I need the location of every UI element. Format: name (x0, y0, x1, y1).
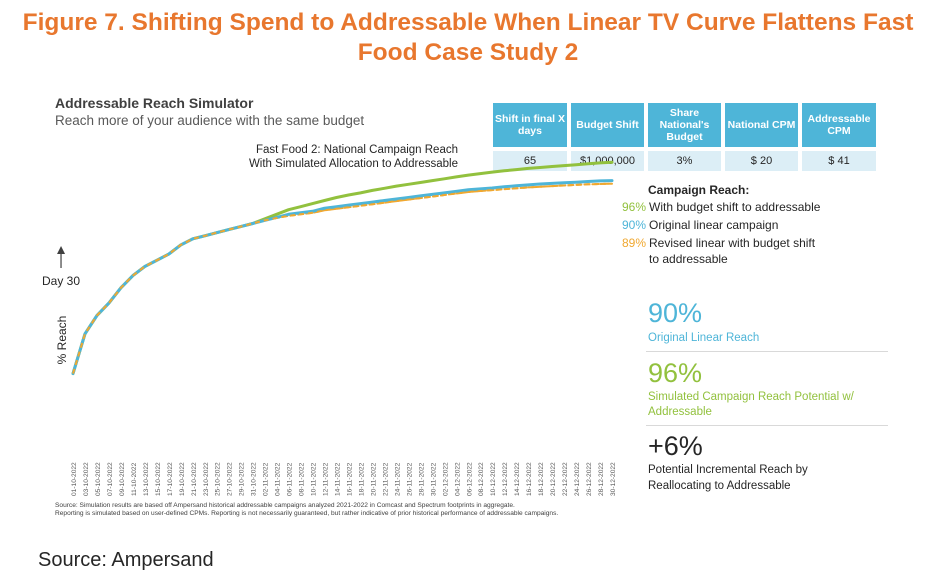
x-tick-label: 04-12-2022 (454, 462, 461, 496)
x-tick-label: 28-12-2022 (598, 462, 605, 496)
annotation-arrow-head (57, 246, 66, 254)
legend-title: Campaign Reach: (648, 183, 750, 197)
legend-pct: 96% (621, 200, 646, 214)
x-tick-label: 27-10-2022 (227, 462, 234, 496)
x-tick-label: 06-12-2022 (466, 462, 473, 496)
param-addressable-cpm: Addressable CPM $ 41 (802, 103, 876, 171)
simulator-subtitle: Reach more of your audience with the sam… (55, 113, 365, 128)
x-tick-label: 22-12-2022 (562, 462, 569, 496)
y-axis-label: % Reach (55, 316, 69, 365)
param-budget-shift: Budget Shift $1,000,000 (571, 103, 644, 171)
x-tick-label: 28-11-2022 (418, 462, 425, 496)
x-tick-label: 14-11-2022 (335, 462, 342, 496)
x-tick-label: 24-11-2022 (394, 462, 401, 496)
x-tick-label: 25-10-2022 (215, 462, 222, 496)
x-tick-label: 29-10-2022 (239, 462, 246, 496)
x-tick-label: 24-12-2022 (574, 462, 581, 496)
x-tick-label: 30-11-2022 (430, 462, 437, 496)
x-tick-label: 20-11-2022 (370, 462, 377, 496)
param-header: Budget Shift (571, 103, 644, 147)
footnote-line2: Reporting is simulated based on user-def… (55, 510, 559, 517)
x-tick-label: 07-10-2022 (107, 462, 114, 496)
x-tick-label: 02-11-2022 (263, 462, 270, 496)
stat-original-value: 90% (648, 298, 703, 328)
x-tick-label: 08-12-2022 (478, 462, 485, 496)
stat-divider (646, 425, 888, 426)
series-line-revised-overlay (72, 182, 613, 374)
x-tick-label: 22-11-2022 (382, 462, 389, 496)
stat-incremental-label-2: Reallocating to Addressable (648, 480, 791, 492)
param-shift-days: Shift in final X days 65 (493, 103, 567, 171)
x-tick-label: 10-11-2022 (311, 462, 318, 496)
param-share-budget: Share National's Budget 3% (648, 103, 721, 171)
source-note: Source: Ampersand (38, 549, 214, 571)
series-line-0 (71, 179, 614, 376)
campaign-name-line2: With Simulated Allocation to Addressable (248, 158, 458, 170)
series-line-1 (72, 182, 613, 375)
x-tick-label: 05-10-2022 (95, 462, 102, 496)
footnote-line1: Source: Simulation results are based off… (55, 502, 515, 509)
stat-original-label: Original Linear Reach (648, 332, 760, 344)
x-tick-label: 30-12-2022 (610, 462, 617, 496)
annotation-label: Day 30 (42, 274, 80, 288)
legend-item-revised: 89% Revised linear with budget shift (616, 235, 815, 251)
x-tick-label: 03-10-2022 (83, 462, 90, 496)
stat-incremental-label: Potential Incremental Reach by (648, 464, 808, 476)
x-tick-label: 12-12-2022 (502, 462, 509, 496)
x-tick-label: 26-12-2022 (586, 462, 593, 496)
stat-simulated-label-2: Addressable (648, 406, 712, 418)
x-tick-label: 17-10-2022 (167, 462, 174, 496)
parameters-table: Shift in final X days 65 Budget Shift $1… (493, 103, 876, 171)
campaign-name-line1: Fast Food 2: National Campaign Reach (256, 144, 458, 156)
x-tick-label: 15-10-2022 (155, 462, 162, 496)
param-value: $ 20 (725, 151, 798, 171)
x-tick-label: 31-10-2022 (251, 462, 258, 496)
x-tick-label: 19-10-2022 (179, 462, 186, 496)
x-tick-label: 13-10-2022 (143, 462, 150, 496)
param-value: $ 41 (802, 151, 876, 171)
x-tick-label: 23-10-2022 (203, 462, 210, 496)
stat-incremental-value: +6% (648, 431, 703, 461)
x-tick-label: 01-10-2022 (71, 462, 78, 496)
param-value: 3% (648, 151, 721, 171)
footnote: Source: Simulation results are based off… (55, 502, 558, 518)
stat-simulated-value: 96% (648, 358, 703, 388)
param-national-cpm: National CPM $ 20 (725, 103, 798, 171)
x-tick-label: 11-10-2022 (131, 462, 138, 496)
x-tick-label: 09-10-2022 (119, 462, 126, 496)
x-tick-label: 16-11-2022 (346, 462, 353, 496)
x-tick-label: 08-11-2022 (299, 462, 306, 496)
param-header: Shift in final X days (493, 103, 567, 147)
figure-title: Figure 7. Shifting Spend to Addressable … (22, 9, 914, 66)
legend-pct: 89% (621, 236, 646, 250)
x-tick-label: 16-12-2022 (526, 462, 533, 496)
x-tick-label: 26-11-2022 (406, 462, 413, 496)
x-tick-label: 14-12-2022 (514, 462, 521, 496)
stat-divider (646, 351, 888, 352)
stat-simulated-label: Simulated Campaign Reach Potential w/ (648, 391, 854, 403)
x-tick-label: 10-12-2022 (490, 462, 497, 496)
x-tick-label: 04-11-2022 (275, 462, 282, 496)
param-header: Share National's Budget (648, 103, 721, 147)
x-tick-label: 21-10-2022 (191, 462, 198, 496)
x-tick-label: 06-11-2022 (287, 462, 294, 496)
x-tick-label: 12-11-2022 (323, 462, 330, 496)
x-tick-label: 18-11-2022 (358, 462, 365, 496)
legend-label: Revised linear with budget shift (649, 236, 816, 250)
legend-label: Original linear campaign (649, 218, 779, 232)
legend-pct: 90% (621, 218, 646, 232)
param-header: National CPM (725, 103, 798, 147)
param-header: Addressable CPM (802, 103, 876, 147)
campaign-name: Fast Food 2: National Campaign Reach Wit… (190, 143, 458, 171)
x-tick-label: 20-12-2022 (550, 462, 557, 496)
legend-item-addressable: 96% With budget shift to addressable (616, 199, 820, 215)
x-tick-label: 02-12-2022 (442, 462, 449, 496)
x-tick-label: 18-12-2022 (538, 462, 545, 496)
simulator-title: Addressable Reach Simulator (55, 95, 254, 111)
legend-item-original: 90% Original linear campaign (616, 217, 778, 233)
series-line-2 (71, 160, 614, 376)
legend-item-revised-line2: to addressable (649, 252, 728, 266)
legend-label: With budget shift to addressable (649, 200, 821, 214)
